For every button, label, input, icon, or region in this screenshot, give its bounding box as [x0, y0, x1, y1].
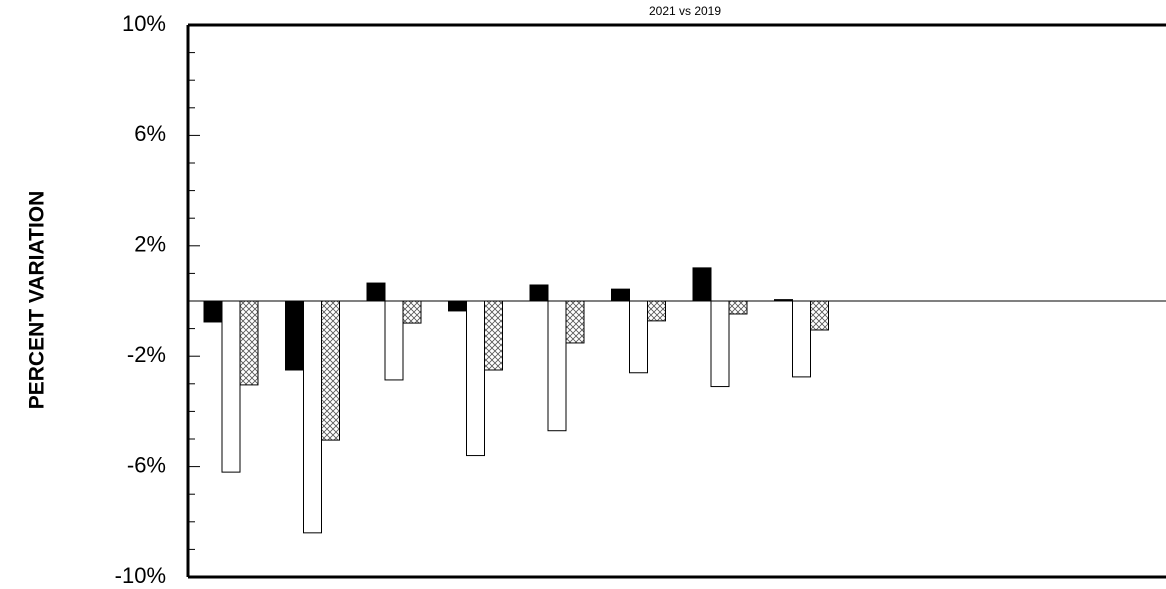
bar: [774, 299, 793, 302]
y-tick-label: 6%: [134, 121, 166, 146]
bar: [728, 300, 748, 315]
bar: [384, 300, 404, 381]
bar: [321, 300, 340, 441]
bar: [484, 300, 503, 371]
bar: [629, 300, 648, 374]
bar: [448, 300, 467, 312]
bar: [792, 300, 811, 378]
y-tick-label: -2%: [127, 342, 166, 367]
y-tick-label: 2%: [134, 232, 166, 257]
bar: [710, 300, 730, 388]
bar: [647, 300, 666, 322]
y-tick-label: -6%: [127, 452, 166, 477]
bar: [466, 300, 485, 457]
y-axis-label: PERCENT VARIATION: [26, 191, 49, 410]
y-tick-label: 10%: [122, 11, 166, 36]
bar: [203, 300, 223, 323]
bar: [239, 300, 259, 386]
bar: [692, 267, 712, 302]
bar: [285, 300, 304, 371]
bar: [366, 282, 386, 302]
bar: [303, 300, 322, 534]
bar: [547, 300, 567, 432]
chart-title: 2021 vs 2019: [649, 4, 721, 18]
bar: [810, 300, 829, 331]
bar: [529, 284, 549, 302]
bar: [611, 288, 630, 302]
bar: [565, 300, 585, 344]
bar: [221, 300, 241, 473]
y-tick-label: -10%: [115, 563, 166, 588]
bar: [402, 300, 422, 324]
